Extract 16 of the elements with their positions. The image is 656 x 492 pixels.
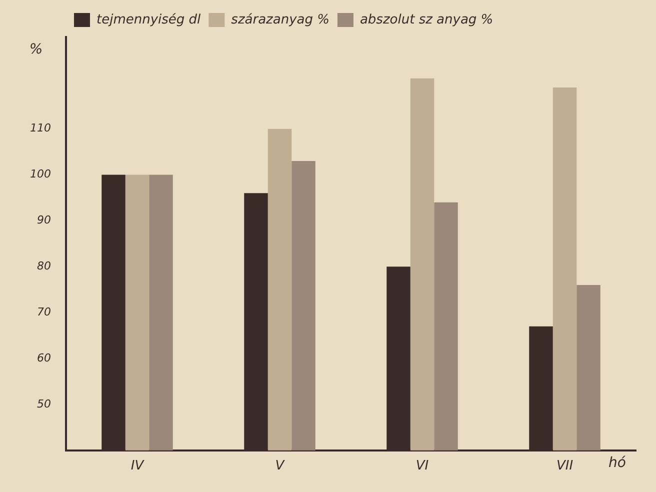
y-tick-label: 50 [36,397,51,410]
legend-label: szárazanyag % [231,12,330,28]
y-tick-label: 90 [36,214,51,227]
y-tick-label: 80 [36,260,51,273]
x-axis-title: hó [608,455,626,472]
x-tick-label: VII [556,458,574,474]
legend-label: abszolut sz anyag % [360,12,494,28]
x-tick-label: IV [130,458,145,474]
legend-label: tejmennyiség dl [96,12,202,28]
x-tick-label: VI [416,458,429,474]
y-tick-label: 100 [30,168,51,181]
y-axis-title: % [29,42,43,58]
y-tick-label: 70 [36,305,51,318]
y-tick-label: 110 [30,122,51,135]
x-tick-label: V [275,458,286,474]
y-tick-label: 60 [36,351,51,364]
